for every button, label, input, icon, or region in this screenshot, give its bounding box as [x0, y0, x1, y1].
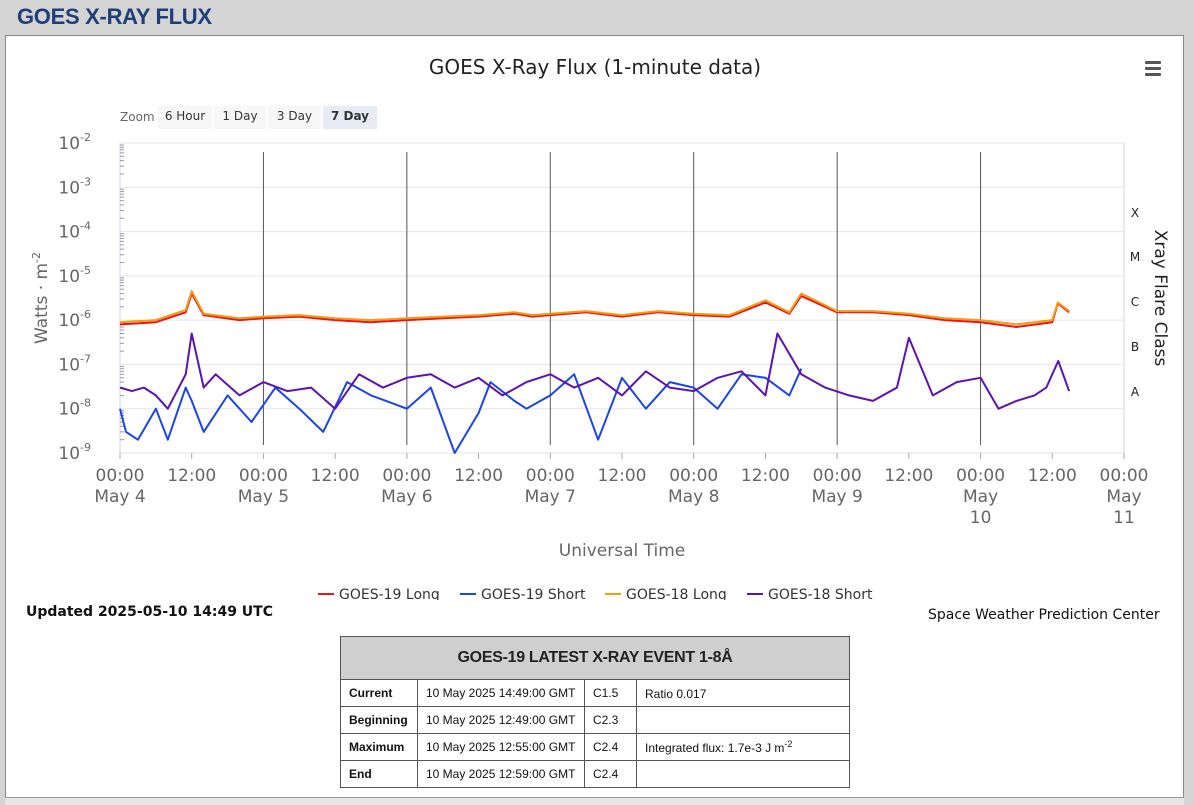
series-line-goes-18-long — [119, 290, 1070, 326]
xray-flux-chart: 10-9 10-8 10-7 10-6 10-5 10-4 10-3 10-2 Watts · … — [30, 131, 1170, 600]
zoom-1-day-button[interactable]: 1 Day — [214, 106, 266, 129]
x-axis-title: Universal Time — [559, 541, 685, 561]
y-tick-label: 10-2 — [58, 131, 91, 154]
series-line-goes-18-short — [119, 332, 1071, 410]
updated-timestamp: Updated 2025-05-10 14:49 UTC — [26, 604, 273, 620]
row-class: C2.3 — [584, 706, 637, 734]
right-axis-title: Xray Flare Class — [1150, 230, 1170, 367]
y-tick-label: 10-7 — [58, 352, 91, 375]
row-time: 10 May 2025 12:49:00 GMT — [417, 706, 585, 734]
flare-class-label: X — [1131, 206, 1139, 220]
x-tick-date-label: 10 — [970, 508, 992, 528]
zoom-label: Zoom — [120, 110, 155, 124]
row-name: End — [340, 760, 418, 788]
legend-item: GOES-18 Long — [626, 587, 727, 600]
row-class: C2.4 — [584, 733, 637, 761]
event-table-title: GOES-19 LATEST X-RAY EVENT 1-8Å — [340, 636, 850, 680]
x-tick-label: 00:00 — [956, 466, 1005, 486]
x-tick-label: 12:00 — [598, 466, 647, 486]
flare-class-label: B — [1131, 340, 1139, 354]
zoom-6-hour-button[interactable]: 6 Hour — [158, 106, 212, 129]
chart-title: GOES X-Ray Flux (1-minute data) — [428, 55, 762, 79]
row-note — [636, 706, 850, 734]
y-tick-label: 10-3 — [58, 175, 91, 198]
y-tick-label: 10-9 — [58, 441, 91, 464]
series-layer — [119, 290, 1071, 454]
row-time: 10 May 2025 14:49:00 GMT — [417, 679, 585, 707]
x-tick-label: 00:00 — [526, 466, 575, 486]
row-name: Current — [340, 679, 418, 707]
axis-layer: 10-9 10-8 10-7 10-6 10-5 10-4 10-3 10-2 Watts · … — [30, 131, 1170, 600]
x-tick-date-label: May 4 — [94, 487, 145, 507]
flare-class-label: A — [1131, 385, 1140, 399]
table-row: Beginning 10 May 2025 12:49:00 GMT C2.3 — [340, 706, 850, 734]
x-tick-date-label: May — [1106, 487, 1141, 507]
panel-bottom-bar — [5, 797, 1184, 805]
page-title: GOES X-RAY FLUX — [17, 4, 212, 29]
legend-item: GOES-19 Short — [481, 587, 586, 600]
zoom-3-day-button[interactable]: 3 Day — [268, 106, 321, 129]
y-tick-label: 10-4 — [58, 220, 91, 243]
x-tick-date-label: May 7 — [525, 487, 576, 507]
y-tick-label: 10-8 — [58, 397, 91, 420]
credit-text: Space Weather Prediction Center — [928, 607, 1160, 623]
table-row: Maximum 10 May 2025 12:55:00 GMT C2.4 In… — [340, 733, 850, 761]
x-tick-date-label: 11 — [1113, 508, 1135, 528]
series-line-goes-19-short — [119, 368, 803, 454]
x-tick-label: 12:00 — [741, 466, 790, 486]
plot-frame — [119, 142, 1125, 454]
row-time: 10 May 2025 12:59:00 GMT — [417, 760, 585, 788]
x-tick-label: 12:00 — [311, 466, 360, 486]
hamburger-menu-icon[interactable] — [1145, 61, 1161, 76]
x-tick-date-label: May 6 — [381, 487, 432, 507]
y-tick-label: 10-6 — [58, 308, 91, 331]
x-tick-label: 12:00 — [884, 466, 933, 486]
x-tick-label: 00:00 — [669, 466, 718, 486]
table-row: End 10 May 2025 12:59:00 GMT C2.4 — [340, 760, 850, 788]
row-note: Integrated flux: 1.7e-3 J m-2 — [636, 733, 850, 761]
flare-class-label: M — [1130, 250, 1140, 264]
row-note — [636, 760, 850, 788]
y-tick-label: 10-5 — [58, 264, 91, 287]
x-tick-label: 00:00 — [1100, 466, 1149, 486]
x-tick-date-label: May 5 — [238, 487, 289, 507]
row-time: 10 May 2025 12:55:00 GMT — [417, 733, 585, 761]
legend-item: GOES-19 Long — [339, 587, 440, 600]
flare-class-label: C — [1131, 295, 1139, 309]
grid-layer — [119, 142, 1125, 454]
row-class: C1.5 — [584, 679, 637, 707]
event-table: GOES-19 LATEST X-RAY EVENT 1-8Å Current … — [340, 636, 850, 788]
x-tick-label: 00:00 — [382, 466, 431, 486]
x-tick-label: 12:00 — [454, 466, 503, 486]
x-tick-label: 12:00 — [1028, 466, 1077, 486]
x-tick-label: 00:00 — [239, 466, 288, 486]
x-tick-label: 12:00 — [167, 466, 216, 486]
legend-item: GOES-18 Short — [768, 587, 873, 600]
y-axis-title: Watts · m-2 — [30, 252, 52, 344]
row-name: Maximum — [340, 733, 418, 761]
x-tick-date-label: May — [963, 487, 998, 507]
table-row: Current 10 May 2025 14:49:00 GMT C1.5 Ra… — [340, 679, 850, 707]
row-class: C2.4 — [584, 760, 637, 788]
x-tick-date-label: May 8 — [668, 487, 719, 507]
row-note: Ratio 0.017 — [636, 679, 850, 707]
x-tick-date-label: May 9 — [811, 487, 862, 507]
series-line-goes-19-long — [119, 292, 1070, 328]
zoom-7-day-button[interactable]: 7 Day — [323, 106, 377, 129]
row-name: Beginning — [340, 706, 418, 734]
x-tick-label: 00:00 — [96, 466, 145, 486]
x-tick-label: 00:00 — [813, 466, 862, 486]
